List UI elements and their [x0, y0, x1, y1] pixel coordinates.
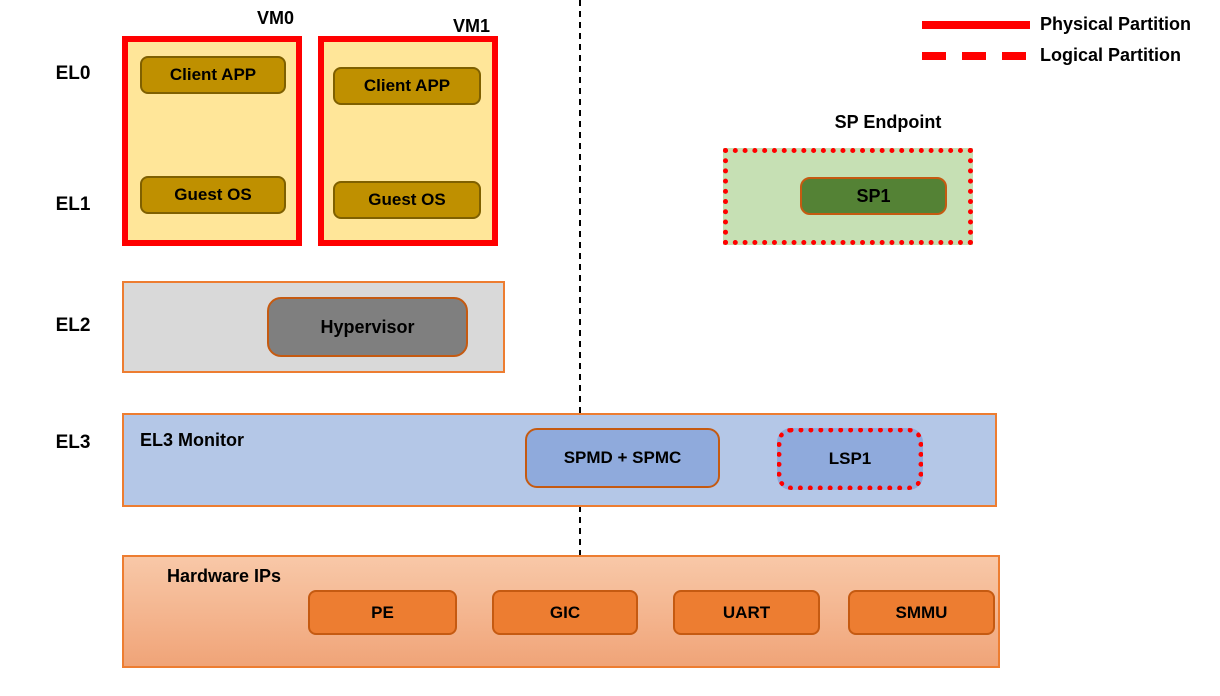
sp-endpoint-title: SP Endpoint	[834, 112, 942, 132]
logical-partition-legend-label: Logical Partition	[1040, 45, 1182, 65]
el3-monitor-title: EL3 Monitor	[140, 430, 244, 450]
lsp1-logical-partition-box: LSP1	[777, 428, 923, 490]
vm0-client-app-box: Client APP	[140, 56, 286, 94]
vm1-guest-os-box: Guest OS	[333, 181, 481, 219]
logical-partition-line-swatch	[922, 52, 1030, 60]
el2-label: EL2	[55, 315, 91, 336]
el1-label: EL1	[55, 194, 91, 215]
vm1-client-app-box: Client APP	[333, 67, 481, 105]
gic-box: GIC	[492, 590, 638, 635]
vm0-guest-os-box: Guest OS	[140, 176, 286, 214]
hardware-ips-title: Hardware IPs	[167, 566, 282, 586]
hypervisor-box: Hypervisor	[267, 297, 468, 357]
sp1-box: SP1	[800, 177, 947, 215]
pe-box: PE	[308, 590, 457, 635]
spmd-spmc-box: SPMD + SPMC	[525, 428, 720, 488]
vm0-title: VM0	[256, 8, 294, 28]
physical-partition-legend-label: Physical Partition	[1040, 14, 1192, 34]
world-divider-dashed-line	[579, 0, 581, 556]
smmu-box: SMMU	[848, 590, 995, 635]
uart-box: UART	[673, 590, 820, 635]
el0-label: EL0	[55, 63, 91, 84]
vm1-title: VM1	[452, 16, 490, 36]
el3-label: EL3	[55, 432, 91, 453]
physical-partition-line-swatch	[922, 21, 1030, 29]
